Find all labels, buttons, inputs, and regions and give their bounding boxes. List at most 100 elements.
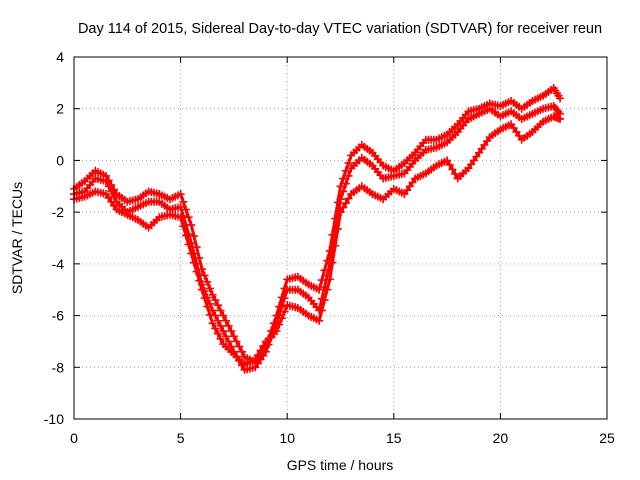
data-point-interp	[448, 165, 457, 174]
data-point	[272, 327, 281, 336]
data-point	[315, 316, 324, 325]
data-point-interp	[451, 170, 460, 179]
data-point-interp	[184, 213, 193, 222]
data-point-interp	[107, 187, 116, 196]
data-point-interp	[213, 329, 222, 338]
data-point-interp	[224, 337, 233, 346]
data-point-interp	[224, 321, 233, 330]
data-point	[556, 115, 565, 124]
data-point	[261, 347, 270, 356]
data-point-interp	[181, 231, 190, 240]
data-point-interp	[317, 276, 326, 285]
data-point-interp	[192, 267, 201, 276]
plot-frame	[73, 56, 608, 420]
data-point	[176, 190, 185, 199]
data-point-interp	[339, 174, 348, 183]
data-point	[443, 156, 452, 165]
data-point	[187, 249, 196, 258]
data-point-interp	[213, 301, 222, 310]
x-axis-label: GPS time / hours	[287, 457, 394, 473]
data-point-interp	[277, 314, 286, 323]
data-point-interp	[221, 332, 230, 341]
data-point	[176, 202, 185, 211]
data-point-interp	[189, 232, 198, 241]
data-point	[101, 177, 110, 186]
series-track-c	[70, 112, 565, 369]
y-tick-label: 2	[56, 101, 64, 117]
x-tick-label: 5	[177, 430, 185, 446]
data-point-interp	[104, 182, 113, 191]
data-point	[219, 327, 228, 336]
data-point-interp	[192, 243, 201, 252]
tick-labels: 0 5 10 15 20 25 -10 -8 -6 -4 -2 0 2 4	[44, 49, 615, 446]
data-point-interp	[184, 240, 193, 249]
data-point-interp	[341, 199, 350, 208]
data-point-interp	[323, 285, 332, 294]
data-point	[176, 213, 185, 222]
plot-area	[70, 84, 565, 374]
data-point-interp	[200, 271, 209, 280]
data-point-interp	[339, 187, 348, 196]
data-point-interp	[216, 334, 225, 343]
data-point-interp	[253, 351, 262, 360]
data-point	[208, 319, 217, 328]
data-point-interp	[203, 277, 212, 286]
data-point-interp	[445, 160, 454, 169]
data-point-interp	[280, 307, 289, 316]
data-point-interp	[205, 310, 214, 319]
data-point-interp	[179, 222, 188, 231]
data-point	[336, 182, 345, 191]
data-point	[556, 94, 565, 103]
data-point-interp	[341, 179, 350, 188]
data-point-interp	[333, 224, 342, 233]
data-point-interp	[237, 347, 246, 356]
data-point-interp	[189, 258, 198, 267]
data-point-interp	[216, 321, 225, 330]
data-point	[229, 332, 238, 341]
data-point-interp	[216, 306, 225, 315]
data-point-interp	[328, 258, 337, 267]
data-point-interp	[344, 194, 353, 203]
data-point-interp	[341, 166, 350, 175]
data-point-interp	[280, 294, 289, 303]
y-tick-label: -10	[44, 411, 64, 427]
data-point-interp	[211, 324, 220, 333]
data-point-interp	[256, 346, 265, 355]
y-tick-label: -2	[52, 204, 65, 220]
data-point-interp	[200, 294, 209, 303]
x-tick-label: 10	[279, 430, 295, 446]
x-tick-label: 20	[493, 430, 509, 446]
y-tick-label: 0	[56, 152, 64, 168]
data-point-interp	[344, 171, 353, 180]
data-point	[251, 355, 260, 364]
data-point-interp	[235, 342, 244, 351]
x-tick-label: 15	[386, 430, 402, 446]
data-point-interp	[317, 306, 326, 315]
data-point-interp	[344, 159, 353, 168]
data-point-interp	[320, 296, 329, 305]
data-point	[336, 208, 345, 217]
y-tick-label: -6	[52, 308, 65, 324]
data-point-interp	[213, 316, 222, 325]
y-tick-label: 4	[56, 49, 64, 65]
data-point-interp	[211, 296, 220, 305]
y-axis-label: SDTVAR / TECUs	[9, 182, 25, 294]
data-point	[315, 285, 324, 294]
x-tick-label: 0	[70, 430, 78, 446]
data-point-interp	[232, 337, 241, 346]
data-point-interp	[195, 276, 204, 285]
data-point-interp	[331, 241, 340, 250]
data-point-interp	[109, 192, 118, 201]
data-point-interp	[339, 203, 348, 212]
data-point-interp	[181, 205, 190, 214]
data-point-interp	[275, 320, 284, 329]
data-point	[208, 290, 217, 299]
data-point	[336, 195, 345, 204]
data-point-interp	[277, 302, 286, 311]
chart-title: Day 114 of 2015, Sidereal Day-to-day VTE…	[78, 21, 602, 37]
data-point	[219, 311, 228, 320]
axis-ticks	[73, 56, 608, 420]
data-point-interp	[221, 316, 230, 325]
